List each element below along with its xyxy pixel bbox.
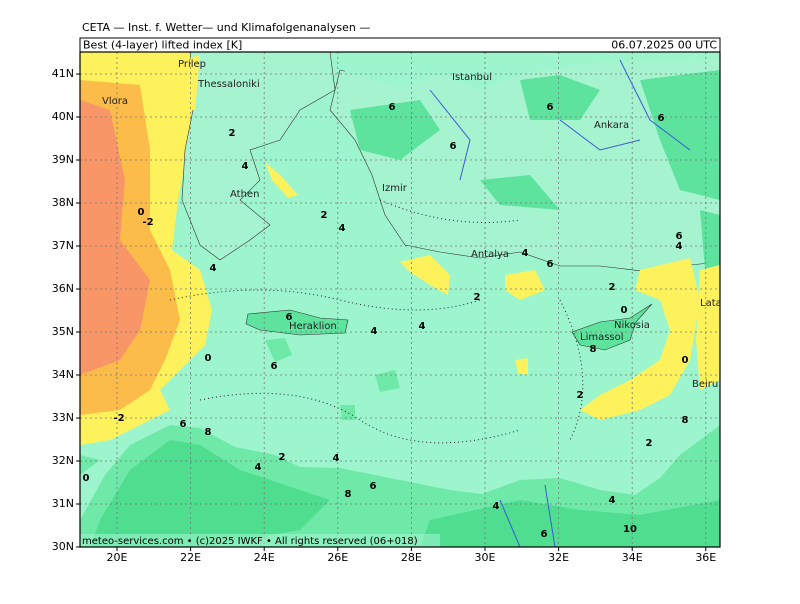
cyprus <box>571 303 653 351</box>
contour-label: 2 <box>609 282 616 293</box>
contour-label: 10 <box>623 524 637 535</box>
valid-time: 06.07.2025 00 UTC <box>611 39 717 52</box>
city-label: Thessaloniki <box>197 79 260 90</box>
contour-label: 0 <box>621 305 628 316</box>
lat-tick-label: 40N <box>52 110 74 123</box>
contour-label: 6 <box>547 102 554 113</box>
contour-label: 6 <box>180 419 187 430</box>
contour-label: 2 <box>229 128 236 139</box>
city-label: Athen <box>230 189 259 200</box>
contour-label: 6 <box>286 312 293 323</box>
contour-label: 2 <box>321 210 328 221</box>
contour-label: 6 <box>541 529 548 540</box>
warm-zone <box>80 100 150 375</box>
contour-label: 0 <box>205 353 212 364</box>
contour-label: -2 <box>113 413 124 424</box>
city-label: Vlora <box>102 96 128 107</box>
city-label: Istanbul <box>452 72 492 83</box>
lon-tick-label: 36E <box>695 551 716 564</box>
warm-zone <box>580 258 700 420</box>
river <box>429 59 691 547</box>
footer: meteo-services.com • (c)2025 IWKF • All … <box>82 536 418 547</box>
contour-label: 4 <box>210 263 217 274</box>
city-label: Ankara <box>594 120 629 131</box>
lat-tick-label: 41N <box>52 67 74 80</box>
contour-label: 8 <box>682 415 689 426</box>
lat-tick-label: 33N <box>52 411 74 424</box>
contour-label: 8 <box>590 344 597 355</box>
map-title: Best (4-layer) lifted index [K] <box>83 39 242 52</box>
contour-label: 4 <box>493 501 500 512</box>
land-patch <box>90 440 720 547</box>
land-balkans <box>181 52 336 261</box>
lat-tick-label: 39N <box>52 153 74 166</box>
institute: CETA — Inst. f. Wetter— und Klimafolgena… <box>82 21 370 34</box>
contour-label: 0 <box>138 207 145 218</box>
warm-zone <box>696 265 720 390</box>
contour-label: 6 <box>676 231 683 242</box>
city-label: Beiru <box>692 379 718 390</box>
lon-tick-label: 34E <box>622 551 643 564</box>
contour-label: 4 <box>522 248 529 259</box>
city-label: Limassol <box>580 332 624 343</box>
city-label: Izmir <box>382 183 408 194</box>
contour-label: 4 <box>371 326 378 337</box>
contour-label: 8 <box>345 489 352 500</box>
city-label: Prilep <box>178 59 206 70</box>
contour-label: -2 <box>142 217 153 228</box>
lat-tick-label: 30N <box>52 540 74 553</box>
warm-zone <box>180 55 200 110</box>
map-frame <box>79 51 721 548</box>
lon-tick-label: 30E <box>475 551 496 564</box>
lon-tick-label: 26E <box>327 551 348 564</box>
crete <box>245 309 349 336</box>
lon-tick-label: 20E <box>107 551 128 564</box>
grid <box>80 52 720 547</box>
footer-bg <box>80 534 440 547</box>
lat-tick-label: 34N <box>52 368 74 381</box>
contour-label: 6 <box>389 102 396 113</box>
contour-label: 8 <box>205 427 212 438</box>
contour-label: 4 <box>339 223 346 234</box>
contour-label: 6 <box>271 361 278 372</box>
contour-label: 0 <box>83 473 90 484</box>
land-patch <box>350 70 720 290</box>
city-label: Nikosia <box>614 320 650 331</box>
sea-patch <box>265 338 400 420</box>
lat-tick-label: 38N <box>52 196 74 209</box>
lat-tick-label: 37N <box>52 239 74 252</box>
contour-label: 4 <box>255 462 262 473</box>
contour-label: 4 <box>609 495 616 506</box>
contour-label: 0 <box>682 355 689 366</box>
lat-tick-label: 31N <box>52 497 74 510</box>
contour-label: 4 <box>333 453 340 464</box>
contour-label: 6 <box>370 481 377 492</box>
contour-label: 4 <box>419 321 426 332</box>
lat-tick-label: 32N <box>52 454 74 467</box>
contour-label: 2 <box>646 438 653 449</box>
black-sea <box>340 52 720 90</box>
lon-tick-label: 32E <box>548 551 569 564</box>
contour-label: 6 <box>450 141 457 152</box>
contour-label: 4 <box>242 161 249 172</box>
contour-label: 6 <box>658 113 665 124</box>
lon-tick-label: 24E <box>254 551 275 564</box>
contour-label: 2 <box>279 452 286 463</box>
lat-tick-label: 36N <box>52 282 74 295</box>
map-area: Prilep Thessaloniki Vlora Athen Izmir Is… <box>80 52 736 547</box>
contour-label: 2 <box>474 292 481 303</box>
city-label: Heraklion <box>289 321 337 332</box>
contour-label: 2 <box>577 390 584 401</box>
lon-tick-label: 22E <box>180 551 201 564</box>
city-label: Latakia <box>700 298 736 309</box>
contour-label: 4 <box>676 241 683 252</box>
contour-label: 6 <box>547 259 554 270</box>
labels: Prilep Thessaloniki Vlora Athen Izmir Is… <box>83 59 736 540</box>
city-label: Antalya <box>471 249 509 260</box>
lon-tick-label: 28E <box>401 551 422 564</box>
lat-tick-label: 35N <box>52 325 74 338</box>
